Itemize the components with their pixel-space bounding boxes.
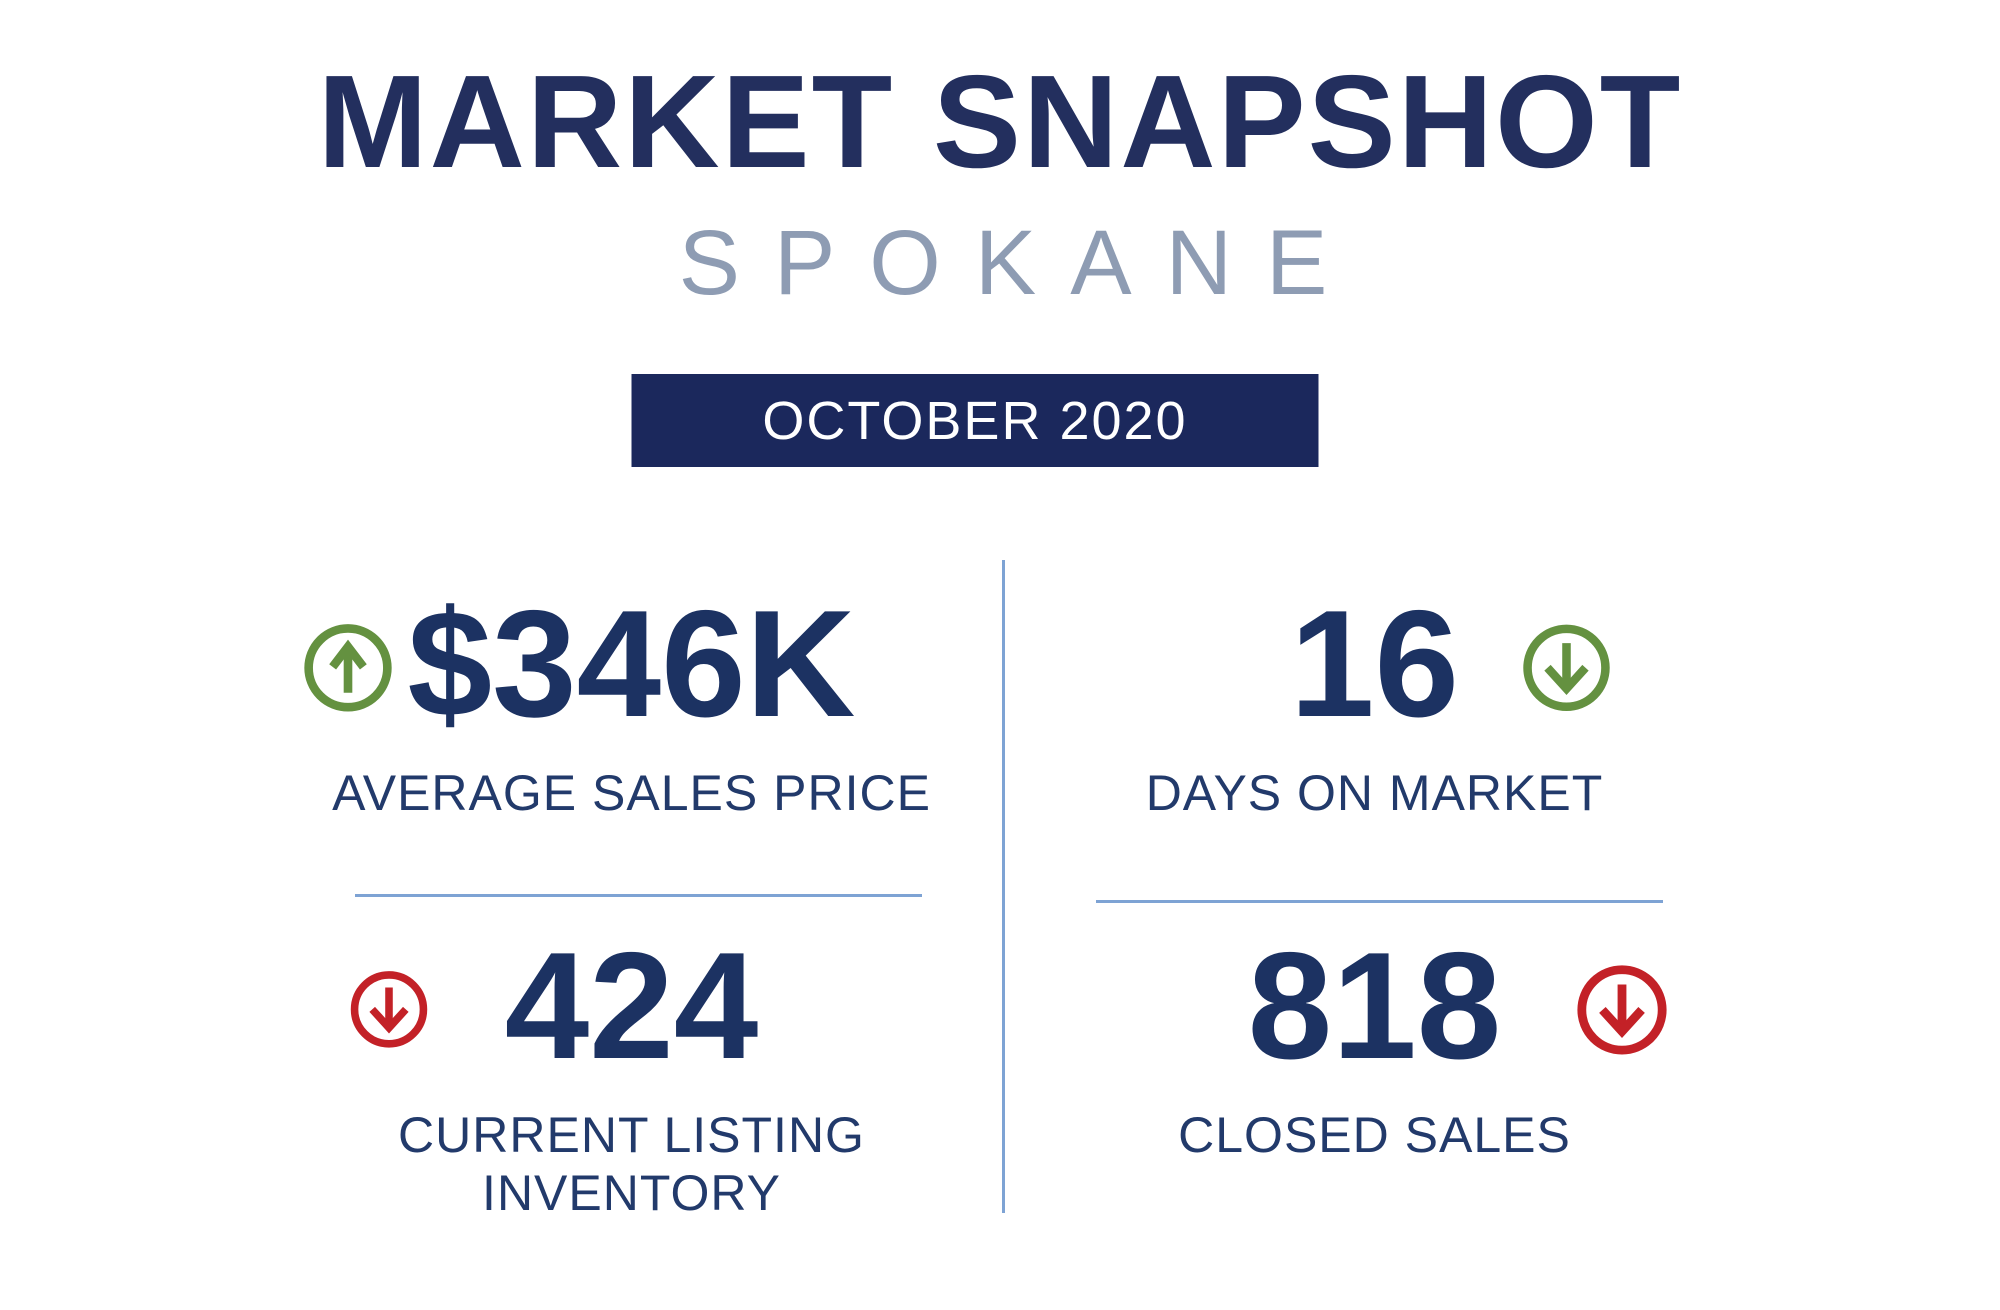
stat-closed-sales: 818 CLOSED SALES — [1003, 894, 1746, 1215]
stat-value: 16 — [1289, 579, 1460, 749]
stat-value-row: 818 — [1003, 930, 1746, 1082]
stats-grid: $346K AVERAGE SALES PRICE 16 — [260, 560, 1746, 1221]
stat-label: CLOSED SALES — [1178, 1107, 1571, 1163]
stats-section: $346K AVERAGE SALES PRICE 16 — [260, 560, 1746, 1221]
trend-down-icon — [1519, 620, 1614, 715]
stat-average-sales-price: $346K AVERAGE SALES PRICE — [260, 560, 1003, 894]
stat-value: $346K — [407, 579, 856, 749]
stat-label: AVERAGE SALES PRICE — [332, 765, 931, 821]
page-title: MARKET SNAPSHOT — [317, 48, 1683, 195]
right-horizontal-divider — [1096, 900, 1663, 903]
stat-value: 818 — [1247, 921, 1502, 1091]
trend-down-icon — [347, 967, 431, 1051]
trend-up-icon — [300, 620, 396, 716]
vertical-divider — [1001, 560, 1005, 1213]
stat-value-row: 16 — [1003, 588, 1746, 740]
stat-current-listing-inventory: 424 CURRENT LISTING INVENTORY — [260, 894, 1003, 1221]
stat-value: 424 — [504, 921, 759, 1091]
left-horizontal-divider — [355, 894, 922, 897]
stat-label: DAYS ON MARKET — [1145, 765, 1604, 821]
trend-down-icon — [1573, 961, 1671, 1059]
stat-value-row: 424 — [260, 930, 1003, 1082]
stat-value-row: $346K — [260, 588, 1003, 740]
page-subtitle: SPOKANE — [678, 212, 1362, 314]
period-label: OCTOBER 2020 — [762, 390, 1188, 451]
period-banner: OCTOBER 2020 — [631, 374, 1319, 467]
stat-days-on-market: 16 DAYS ON MARKET — [1003, 560, 1746, 894]
stat-label: CURRENT LISTING INVENTORY — [398, 1107, 865, 1221]
